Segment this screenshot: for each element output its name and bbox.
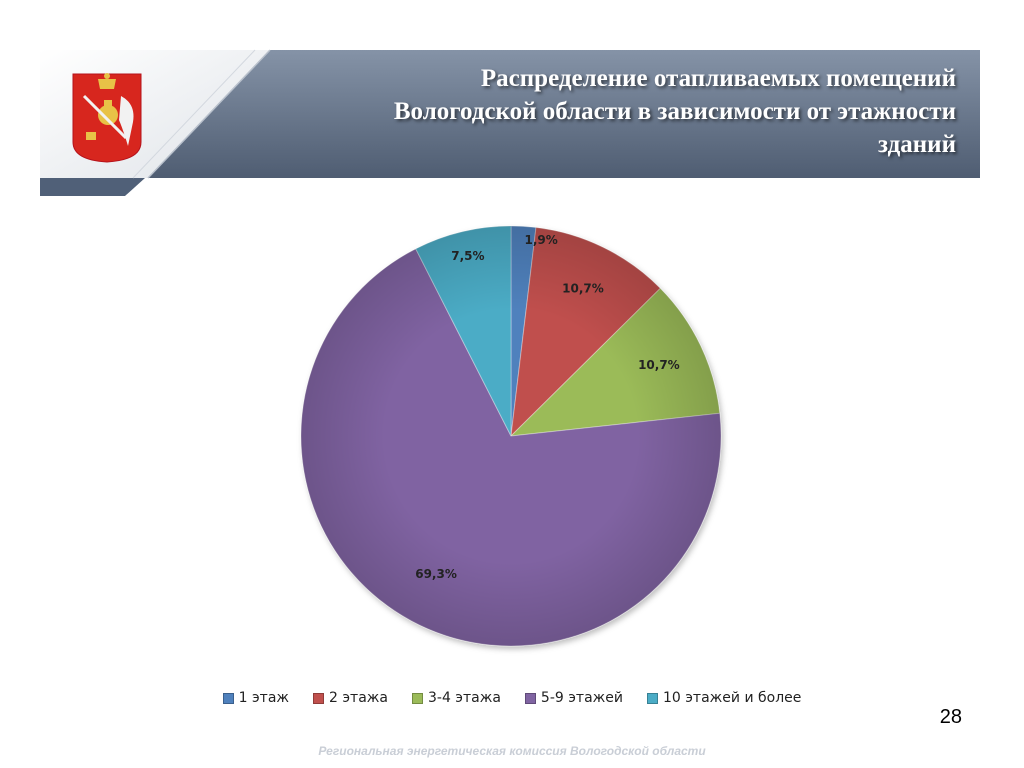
- page-number: 28: [939, 706, 962, 728]
- legend-item-2: 2 этажа: [313, 690, 388, 706]
- data-label-3: 10,7%: [638, 358, 680, 372]
- legend-item-3: 3-4 этажа: [411, 690, 501, 706]
- legend-item-5: 10 этажей и более: [646, 690, 802, 706]
- data-label-2: 10,7%: [562, 281, 604, 295]
- data-label-1: 1,9%: [524, 233, 557, 247]
- legend-label-3: 3-4 этажа: [427, 690, 501, 706]
- legend-label-5: 10 этажей и более: [662, 690, 802, 706]
- footer-text: Региональная энергетическая комиссия Вол…: [318, 744, 706, 758]
- legend-item-1: 1 этаж: [222, 690, 290, 706]
- header-divider: [40, 178, 980, 181]
- slide-title: Распределение отапливаемых помещений Вол…: [316, 62, 956, 161]
- legend-label-1: 1 этаж: [238, 690, 290, 706]
- header-tab: [40, 178, 145, 196]
- pie-chart: 1,9% 10,7% 10,7% 69,3% 7,5%: [300, 225, 722, 647]
- pie-slices: [300, 225, 722, 647]
- legend-label-2: 2 этажа: [329, 690, 388, 706]
- slide-header: Распределение отапливаемых помещений Вол…: [0, 0, 1024, 200]
- legend-item-4: 5-9 этажей: [524, 690, 623, 706]
- legend-swatch-3: [411, 692, 423, 704]
- legend-swatch-5: [646, 692, 658, 704]
- pie-labels: 1,9% 10,7% 10,7% 69,3% 7,5%: [415, 233, 679, 581]
- title-line-2: Вологодской области в зависимости от эта…: [393, 98, 956, 125]
- chart-legend: 1 этаж 2 этажа 3-4 этажа 5-9 этажей 10 этаже…: [0, 690, 1024, 706]
- title-line-1: Распределение отапливаемых помещений: [480, 65, 956, 92]
- legend-swatch-4: [524, 692, 536, 704]
- header-banner: [40, 49, 980, 196]
- legend-label-4: 5-9 этажей: [540, 690, 623, 706]
- legend-swatch-1: [222, 692, 234, 704]
- data-label-4: 69,3%: [415, 567, 457, 581]
- coat-of-arms-icon: [72, 73, 142, 163]
- title-line-3: зданий: [878, 131, 956, 158]
- data-label-5: 7,5%: [451, 249, 484, 263]
- legend-swatch-2: [313, 692, 325, 704]
